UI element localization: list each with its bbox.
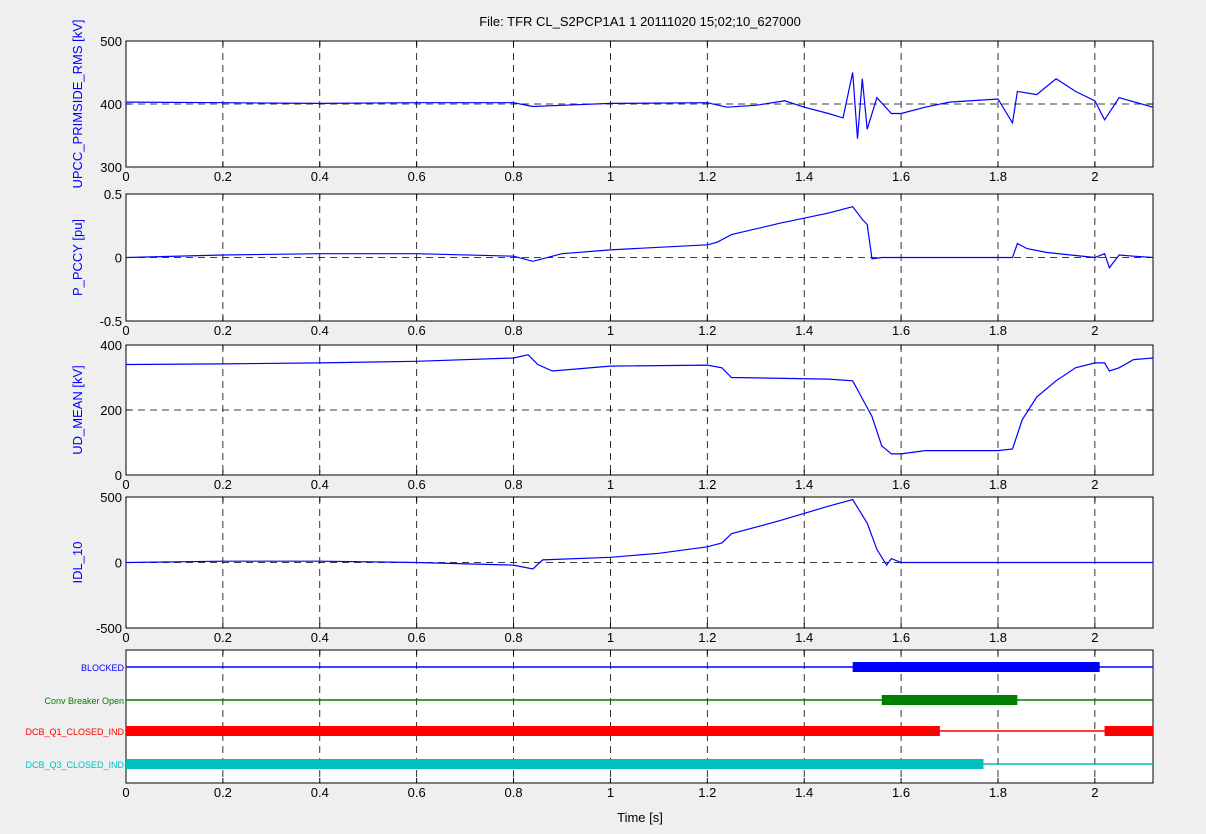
panel-x-tick-label: 1.6 [892, 630, 910, 645]
y-tick-label: 0.5 [104, 187, 122, 202]
panel-x-tick-label: 1.6 [892, 169, 910, 184]
y-tick-label: 300 [100, 160, 122, 175]
panel-x-tick-label: 1 [607, 169, 614, 184]
x-tick-label: 0.6 [408, 785, 426, 800]
panel-x-tick-label: 0 [122, 169, 129, 184]
x-tick-label: 1 [607, 785, 614, 800]
panel-x-tick-label: 1.2 [698, 323, 716, 338]
x-tick-label: 0.4 [311, 785, 329, 800]
x-tick-label: 0 [122, 785, 129, 800]
signal-label: BLOCKED [81, 663, 125, 673]
signal-on-bar [126, 726, 940, 736]
x-tick-label: 1.2 [698, 785, 716, 800]
chart-title: File: TFR CL_S2PCP1A1 1 20111020 15;02;1… [479, 14, 801, 29]
panel-x-tick-label: 0.2 [214, 323, 232, 338]
panel-x-tick-label: 1.4 [795, 477, 813, 492]
y-axis-label: P_PCCY [pu] [70, 219, 85, 296]
panel-x-tick-label: 1 [607, 323, 614, 338]
panel-x-tick-label: 0.8 [505, 169, 523, 184]
signal-on-bar [126, 759, 984, 769]
y-tick-label: 500 [100, 490, 122, 505]
x-tick-label: 0.2 [214, 785, 232, 800]
panel-x-tick-label: 0.6 [408, 477, 426, 492]
x-axis-label: Time [s] [617, 810, 663, 825]
panel-x-tick-label: 1.4 [795, 630, 813, 645]
x-tick-label: 2 [1091, 785, 1098, 800]
signal-row: DCB_Q1_CLOSED_IND [25, 726, 1153, 737]
signal-label: Conv Breaker Open [44, 696, 124, 706]
x-tick-label: 1.6 [892, 785, 910, 800]
signal-on-bar [852, 662, 1100, 672]
panel-x-tick-label: 0.4 [311, 323, 329, 338]
panel-x-tick-label: 0.4 [311, 630, 329, 645]
panel-x-tick-label: 1.8 [989, 323, 1007, 338]
panel-x-tick-label: 0.4 [311, 169, 329, 184]
y-tick-label: 0 [115, 556, 122, 571]
panel-2: -0.500.50 0.2 0.4 0.6 0.8 1 1.2 1.4 1.6 1.8 2P_PCC… [70, 187, 1154, 338]
y-tick-label: 400 [100, 97, 122, 112]
panel-x-tick-label: 0.2 [214, 630, 232, 645]
panel-x-tick-label: 1.8 [989, 169, 1007, 184]
y-axis-label: UPCC_PRIMSIDE_RMS [kV] [70, 19, 85, 188]
y-tick-label: 0 [115, 251, 122, 266]
panel-x-tick-label: 1.4 [795, 323, 813, 338]
digital-signals-panel: 0 0.2 0.4 0.6 0.8 1 1.2 1.4 1.6 1.8 2 BLOCKED Conv B… [25, 649, 1154, 800]
panel-x-tick-label: 0.6 [408, 169, 426, 184]
y-tick-label: 400 [100, 338, 122, 353]
panel-x-tick-label: 2 [1091, 169, 1098, 184]
panel-x-tick-label: 0.8 [505, 630, 523, 645]
series-line [125, 498, 1153, 570]
signal-label: DCB_Q1_CLOSED_IND [25, 727, 124, 737]
panel-x-tick-label: 1.6 [892, 323, 910, 338]
panel-x-tick-label: 1 [607, 477, 614, 492]
panel-x-tick-label: 0 [122, 477, 129, 492]
panel-x-tick-label: 0.6 [408, 630, 426, 645]
panel-x-tick-label: 1.8 [989, 630, 1007, 645]
panel-x-tick-label: 1.2 [698, 169, 716, 184]
y-tick-label: -500 [96, 621, 122, 636]
x-tick-label: 0.8 [505, 785, 523, 800]
x-tick-label: 1.4 [795, 785, 813, 800]
y-tick-label: 500 [100, 34, 122, 49]
panel-x-tick-label: 0.2 [214, 477, 232, 492]
signal-row: DCB_Q3_CLOSED_IND [25, 759, 1153, 770]
series-line [125, 72, 1154, 139]
signal-on-bar [881, 695, 1018, 705]
series-line [125, 354, 1154, 455]
panel-x-tick-label: 0.8 [505, 323, 523, 338]
panel-x-tick-label: 1.2 [698, 477, 716, 492]
panel-1: 300 400 500 0 0.2 0.4 0.6 0.8 1 1.2 1.4 1.6 1.8 2 UPCC… [70, 19, 1154, 189]
series-line [125, 206, 1154, 269]
panel-x-tick-label: 1.6 [892, 477, 910, 492]
y-tick-label: 0 [115, 468, 122, 483]
plot-area [125, 344, 1154, 476]
y-tick-label: 200 [100, 403, 122, 418]
panel-x-tick-label: 0.2 [214, 169, 232, 184]
plot-area [125, 40, 1154, 168]
panel-x-tick-label: 0.8 [505, 477, 523, 492]
signal-on-bar [1104, 726, 1153, 736]
panel-x-tick-label: 1.4 [795, 169, 813, 184]
panel-x-tick-label: 1.8 [989, 477, 1007, 492]
panel-x-tick-label: 0 [122, 630, 129, 645]
signal-row: BLOCKED [81, 662, 1153, 673]
panel-x-tick-label: 1.2 [698, 630, 716, 645]
panel-x-tick-label: 0.4 [311, 477, 329, 492]
signal-row: Conv Breaker Open [44, 695, 1153, 706]
panel-x-tick-label: 0 [122, 323, 129, 338]
signal-label: DCB_Q3_CLOSED_IND [25, 760, 124, 770]
y-axis-label: IDL_10 [70, 542, 85, 584]
panel-3: 0 200 400 0 0.2 0.4 0.6 0.8 1 1.2 1.4 1.6 1.8 2 UD_MEA… [70, 338, 1154, 492]
y-axis-label: UD_MEAN [kV] [70, 365, 85, 455]
x-tick-label: 1.8 [989, 785, 1007, 800]
panel-x-tick-label: 1 [607, 630, 614, 645]
panel-x-tick-label: 0.6 [408, 323, 426, 338]
panel-x-tick-label: 2 [1091, 477, 1098, 492]
panel-x-tick-label: 2 [1091, 630, 1098, 645]
panel-x-tick-label: 2 [1091, 323, 1098, 338]
y-tick-label: -0.5 [100, 314, 122, 329]
